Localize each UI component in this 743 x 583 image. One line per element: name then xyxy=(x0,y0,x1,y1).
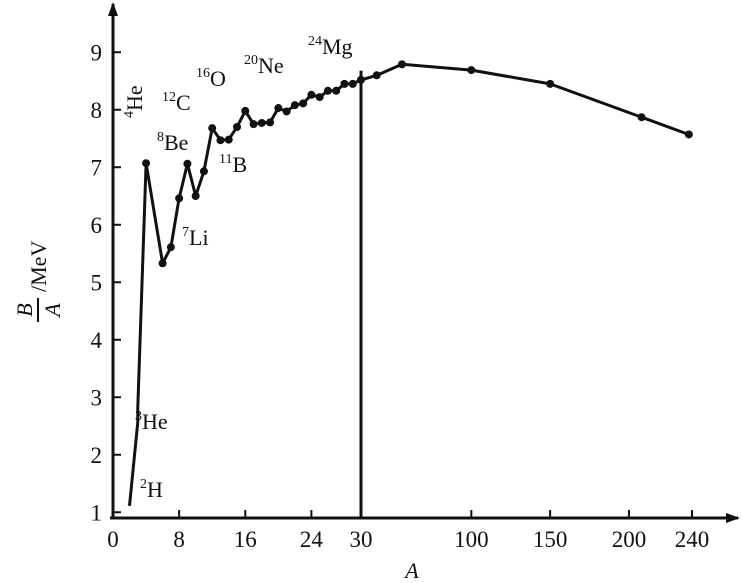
y-tick-label: 9 xyxy=(91,40,103,65)
nuclide-symbol: Mg xyxy=(322,34,353,59)
nuclide-symbol: B xyxy=(232,152,247,177)
x-tick-label: 240 xyxy=(675,527,710,552)
x-tick-label: 150 xyxy=(533,527,568,552)
data-point xyxy=(158,259,167,268)
nuclide-mass-number: 24 xyxy=(308,34,322,49)
x-tick-label: 24 xyxy=(300,527,324,552)
data-point xyxy=(637,113,646,122)
data-point xyxy=(282,107,291,116)
y-tick-group: 1 2 3 4 5 6 7 8 9 xyxy=(91,40,121,525)
data-point xyxy=(175,194,184,203)
nuclide-mass-number: 8 xyxy=(157,130,164,145)
data-point xyxy=(299,99,308,108)
y-tick-label: 6 xyxy=(91,213,103,238)
nuclide-label: 3He xyxy=(135,409,168,434)
x-tick-label: 16 xyxy=(234,527,257,552)
data-point xyxy=(249,120,258,129)
data-point xyxy=(257,118,266,127)
nuclide-mass-number: 4 xyxy=(122,111,137,118)
data-point xyxy=(191,192,200,200)
data-point xyxy=(290,101,299,110)
x-tick-label: 8 xyxy=(173,527,185,552)
y-tick-label: 5 xyxy=(91,270,103,295)
nuclide-symbol: H xyxy=(147,477,163,502)
data-point xyxy=(216,136,225,145)
data-point xyxy=(142,159,151,168)
nuclide-mass-number: 7 xyxy=(182,225,189,240)
x-tick-label: 0 xyxy=(107,527,119,552)
y-tick-label: 4 xyxy=(91,328,103,353)
data-point xyxy=(233,123,241,131)
data-point xyxy=(208,124,217,133)
nuclide-label: 11B xyxy=(219,152,247,177)
data-point xyxy=(266,118,275,127)
nuclide-label: 12C xyxy=(162,90,191,115)
nuclide-symbol: Li xyxy=(189,225,209,250)
nuclide-mass-number: 11 xyxy=(219,152,232,167)
nuclide-label: 8Be xyxy=(157,130,188,155)
x-axis-title: A xyxy=(403,558,419,583)
data-point xyxy=(166,243,175,252)
nuclide-label: 24Mg xyxy=(308,34,353,59)
data-point-group xyxy=(142,60,693,268)
nuclide-symbol: Ne xyxy=(258,53,284,78)
nuclide-symbol: Be xyxy=(164,130,188,155)
nuclide-mass-number: 12 xyxy=(162,90,176,105)
data-point xyxy=(323,86,332,95)
y-tick-label: 7 xyxy=(91,155,103,180)
nuclide-label: 20Ne xyxy=(244,53,284,78)
data-point xyxy=(684,130,693,139)
nuclide-symbol: O xyxy=(210,66,226,91)
nuclide-mass-number: 2 xyxy=(140,477,147,492)
data-point xyxy=(372,71,381,80)
data-point xyxy=(340,79,349,88)
data-point xyxy=(546,79,555,88)
y-axis-title: B A /MeV xyxy=(12,241,65,322)
nuclide-symbol: He xyxy=(122,85,147,111)
nuclide-label: 4He xyxy=(122,85,147,118)
nuclide-mass-number: 3 xyxy=(135,409,142,424)
y-axis-title-numerator: B xyxy=(12,303,37,316)
data-point xyxy=(307,90,316,99)
x-tick-label: 100 xyxy=(454,527,489,552)
data-point xyxy=(397,60,406,69)
data-point xyxy=(183,159,192,168)
data-point xyxy=(274,104,283,113)
nuclide-label: 2H xyxy=(140,477,163,502)
nuclide-label: 16O xyxy=(196,66,226,91)
data-point xyxy=(315,93,324,102)
data-point xyxy=(357,75,365,84)
nuclide-mass-number: 16 xyxy=(196,66,210,81)
y-axis-title-denominator: A xyxy=(40,303,65,319)
data-point xyxy=(332,86,341,95)
data-point xyxy=(241,106,250,115)
y-tick-label: 8 xyxy=(91,98,103,123)
x-tick-label: 30 xyxy=(350,527,373,552)
y-tick-label: 1 xyxy=(91,500,103,525)
nuclide-label: 7Li xyxy=(182,225,209,250)
y-tick-label: 3 xyxy=(91,385,103,410)
y-tick-label: 2 xyxy=(91,443,103,468)
data-point xyxy=(224,135,233,144)
nuclide-symbol: He xyxy=(142,409,168,434)
x-tick-group: 0 8 16 24 30 100 150 200 240 xyxy=(107,510,709,552)
nuclide-mass-number: 20 xyxy=(244,53,258,68)
x-tick-label: 200 xyxy=(612,527,647,552)
nuclide-symbol: C xyxy=(176,90,191,115)
data-point xyxy=(467,66,476,75)
y-axis-title-unit: /MeV xyxy=(26,241,51,292)
data-point xyxy=(199,167,208,176)
data-point xyxy=(348,79,357,88)
